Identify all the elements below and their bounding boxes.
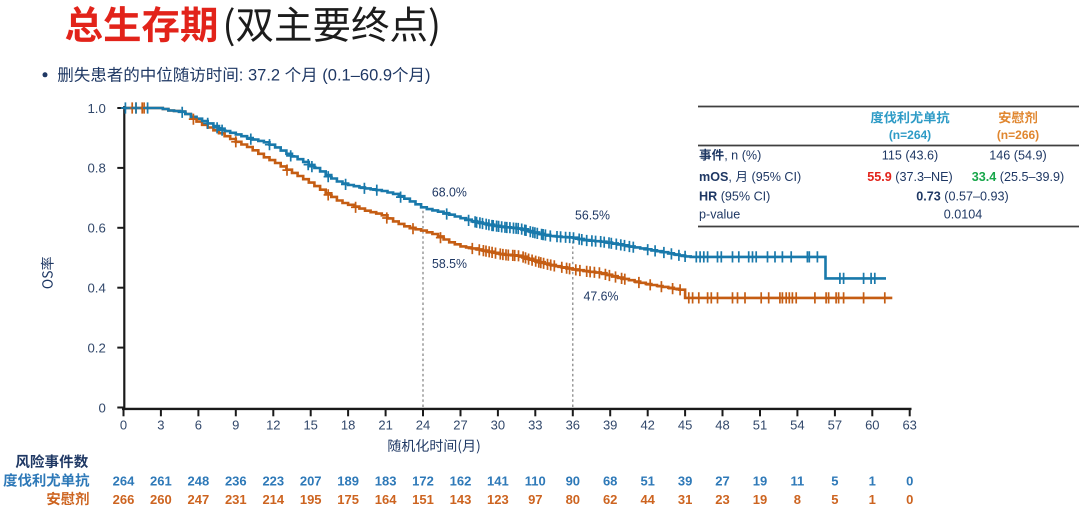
svg-text:164: 164	[375, 492, 397, 507]
svg-text:5: 5	[831, 492, 838, 507]
svg-text:51: 51	[753, 417, 767, 432]
svg-text:0.8: 0.8	[87, 161, 105, 176]
svg-text:62: 62	[603, 492, 617, 507]
svg-text:11: 11	[791, 474, 805, 489]
svg-text:54: 54	[790, 417, 804, 432]
svg-text:141: 141	[487, 474, 509, 489]
svg-text:,: ,	[728, 170, 732, 184]
svg-text:(37.3–NE): (37.3–NE)	[895, 170, 952, 184]
svg-text:27: 27	[453, 417, 467, 432]
svg-text:mOS: mOS	[699, 170, 728, 184]
svg-text:261: 261	[150, 474, 172, 489]
svg-text:68: 68	[603, 474, 617, 489]
svg-text:63: 63	[902, 417, 916, 432]
svg-text:223: 223	[262, 474, 284, 489]
svg-text:0: 0	[906, 492, 913, 507]
svg-text:: 37.2: : 37.2	[239, 67, 280, 85]
svg-text:146 (54.9): 146 (54.9)	[989, 149, 1046, 163]
svg-text:0.73: 0.73	[916, 190, 941, 204]
svg-text:19: 19	[753, 474, 767, 489]
svg-text:51: 51	[640, 474, 654, 489]
svg-text:0: 0	[906, 474, 913, 489]
svg-text:HR: HR	[699, 190, 717, 204]
svg-text:39: 39	[603, 417, 617, 432]
svg-text:115 (43.6): 115 (43.6)	[882, 149, 938, 163]
svg-text:97: 97	[528, 492, 542, 507]
svg-text:30: 30	[491, 417, 505, 432]
svg-text:6: 6	[195, 417, 202, 432]
svg-text:15: 15	[303, 417, 317, 432]
svg-text:1: 1	[869, 492, 876, 507]
svg-text:42: 42	[640, 417, 654, 432]
svg-text:9: 9	[232, 417, 239, 432]
svg-text:0: 0	[120, 417, 127, 432]
svg-text:45: 45	[678, 417, 692, 432]
svg-text:0.4: 0.4	[87, 281, 105, 296]
svg-text:68.0%: 68.0%	[432, 185, 467, 200]
svg-text:12: 12	[266, 417, 280, 432]
svg-text:(0.1–60.9: (0.1–60.9	[322, 67, 392, 85]
svg-text:36: 36	[566, 417, 580, 432]
svg-text:23: 23	[715, 492, 729, 507]
svg-text:33.4: 33.4	[972, 170, 997, 184]
svg-text:231: 231	[225, 492, 247, 507]
svg-text:18: 18	[341, 417, 355, 432]
svg-text:p-value: p-value	[699, 208, 740, 222]
svg-text:80: 80	[566, 492, 580, 507]
svg-text:0.6: 0.6	[87, 221, 105, 236]
svg-text:): )	[425, 67, 431, 85]
svg-text:175: 175	[337, 492, 359, 507]
svg-text:1.0: 1.0	[87, 101, 105, 116]
svg-text:44: 44	[640, 492, 655, 507]
svg-text:151: 151	[412, 492, 434, 507]
svg-text:8: 8	[794, 492, 801, 507]
svg-text:(n=266): (n=266)	[997, 128, 1039, 142]
svg-text:27: 27	[715, 474, 729, 489]
svg-text:21: 21	[378, 417, 392, 432]
svg-text:90: 90	[566, 474, 580, 489]
svg-text:189: 189	[337, 474, 359, 489]
svg-text:1: 1	[869, 474, 876, 489]
svg-text:(95% CI): (95% CI)	[721, 190, 771, 204]
svg-text:(25.5–39.9): (25.5–39.9)	[1000, 170, 1064, 184]
svg-text:58.5%: 58.5%	[432, 256, 467, 271]
svg-text:(0.57–0.93): (0.57–0.93)	[944, 190, 1008, 204]
svg-text:48: 48	[715, 417, 729, 432]
svg-text:0.0104: 0.0104	[944, 208, 983, 222]
svg-text:143: 143	[450, 492, 472, 507]
svg-text:123: 123	[487, 492, 509, 507]
svg-text:60: 60	[865, 417, 879, 432]
svg-text:33: 33	[528, 417, 542, 432]
svg-text:3: 3	[157, 417, 164, 432]
svg-text:248: 248	[188, 474, 210, 489]
svg-text:266: 266	[113, 492, 135, 507]
svg-text:0: 0	[98, 400, 105, 415]
svg-text:55.9: 55.9	[867, 170, 892, 184]
svg-text:172: 172	[412, 474, 434, 489]
svg-text:(95% CI): (95% CI)	[752, 170, 802, 184]
svg-text:31: 31	[678, 492, 692, 507]
svg-text:207: 207	[300, 474, 322, 489]
svg-text:260: 260	[150, 492, 172, 507]
svg-text:(n=264): (n=264)	[889, 128, 931, 142]
svg-text:264: 264	[113, 474, 135, 489]
svg-text:19: 19	[753, 492, 767, 507]
svg-text:162: 162	[450, 474, 472, 489]
svg-text:236: 236	[225, 474, 247, 489]
svg-text:5: 5	[831, 474, 838, 489]
svg-text:56.5%: 56.5%	[575, 208, 610, 223]
svg-text:110: 110	[525, 474, 546, 489]
svg-text:57: 57	[828, 417, 842, 432]
svg-text:39: 39	[678, 474, 692, 489]
svg-text:247: 247	[188, 492, 210, 507]
svg-text:183: 183	[375, 474, 397, 489]
svg-text:195: 195	[300, 492, 322, 507]
svg-text:, n (%): , n (%)	[724, 149, 761, 163]
svg-text:214: 214	[262, 492, 284, 507]
svg-text:0.2: 0.2	[87, 340, 105, 355]
svg-text:24: 24	[416, 417, 430, 432]
svg-text:47.6%: 47.6%	[584, 289, 619, 304]
